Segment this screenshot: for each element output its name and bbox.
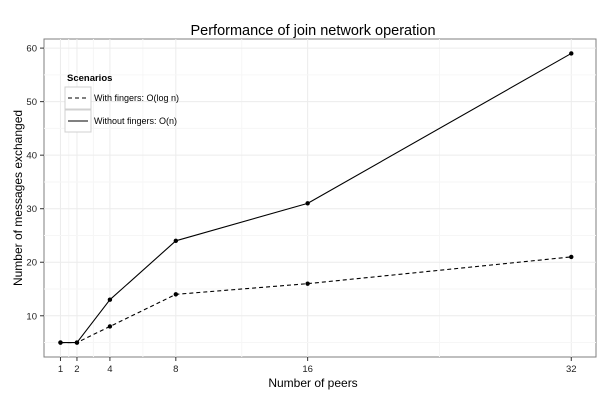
y-tick-label: 30: [26, 204, 37, 215]
data-point: [569, 51, 574, 56]
series-line-with-fingers: [60, 256, 572, 344]
y-tick-label: 50: [26, 97, 37, 108]
legend-title: Scenarios: [67, 73, 112, 84]
y-tick-label: 40: [26, 151, 37, 162]
data-point: [58, 340, 63, 345]
y-tick-label: 20: [26, 258, 37, 269]
gridlines: [44, 39, 596, 357]
legend: Scenarios With fingers: O(log n) Without…: [64, 73, 179, 133]
data-point: [173, 292, 179, 297]
series-line-without-fingers: [60, 52, 572, 344]
x-tick-label: 32: [566, 364, 577, 375]
data-point: [74, 340, 80, 345]
x-tick-label: 1: [58, 364, 63, 375]
y-axis-title: Number of messages exchanged: [11, 110, 25, 286]
points-layer: [58, 51, 574, 345]
x-axis: 1 2 4 8 16 32: [58, 357, 577, 375]
legend-label-with-fingers: With fingers: O(log n): [94, 93, 179, 103]
series-layer: [60, 52, 572, 344]
legend-label-without-fingers: Without fingers: O(n): [94, 116, 177, 126]
x-tick-label: 8: [173, 364, 178, 375]
x-axis-title: Number of peers: [268, 376, 357, 390]
data-point: [173, 238, 179, 244]
y-tick-label: 10: [26, 311, 37, 322]
x-tick-label: 16: [302, 364, 313, 375]
data-point: [107, 324, 113, 329]
x-tick-label: 2: [74, 364, 79, 375]
data-point: [107, 297, 113, 302]
data-point: [305, 281, 310, 286]
x-tick-label: 4: [107, 364, 112, 375]
y-tick-label: 60: [26, 44, 37, 55]
data-point: [569, 254, 574, 260]
data-point: [305, 201, 310, 206]
y-axis: 10 20 30 40 50 60: [26, 44, 44, 322]
chart-title: Performance of join network operation: [190, 23, 435, 39]
